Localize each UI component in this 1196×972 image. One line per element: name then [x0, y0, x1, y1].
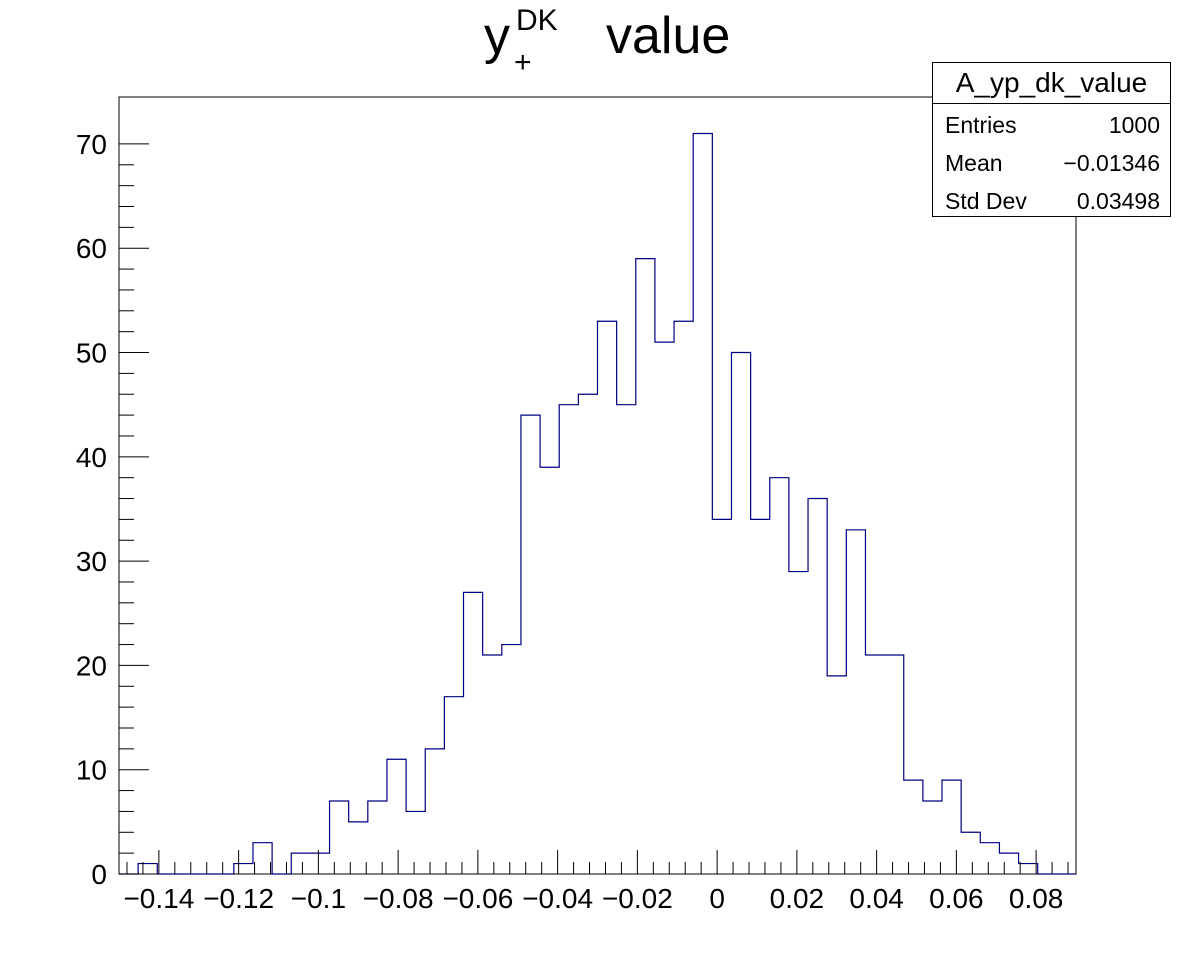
stats-box-title: A_yp_dk_value — [933, 63, 1170, 104]
x-tick-label: −0.04 — [522, 883, 593, 914]
stats-row-stddev: Std Dev 0.03498 — [933, 180, 1170, 218]
title-subscript: + — [514, 46, 532, 79]
stats-key: Entries — [945, 112, 1017, 138]
y-tick-label: 30 — [76, 546, 107, 577]
x-tick-label: 0.06 — [929, 883, 984, 914]
x-tick-label: −0.06 — [442, 883, 513, 914]
x-tick-label: 0.02 — [770, 883, 825, 914]
y-tick-label: 70 — [76, 129, 107, 160]
plot-frame — [118, 96, 1077, 875]
chart-title-text: y DK + value — [484, 4, 731, 79]
title-suffix: value — [606, 7, 731, 65]
x-tick-label: 0.08 — [1009, 883, 1064, 914]
y-tick-label: 0 — [91, 859, 107, 890]
y-tick-label: 10 — [76, 755, 107, 786]
x-tick-label: 0.04 — [849, 883, 904, 914]
stats-value: −0.01346 — [1063, 150, 1160, 176]
title-base: y — [484, 7, 510, 65]
x-tick-label: −0.1 — [291, 883, 346, 914]
stats-row-mean: Mean −0.01346 — [933, 142, 1170, 180]
stats-key: Std Dev — [945, 188, 1027, 214]
stats-value: 0.03498 — [1076, 188, 1160, 214]
histogram-line — [119, 132, 1076, 875]
title-superscript: DK — [516, 4, 558, 37]
x-tick-label: 0 — [709, 883, 725, 914]
x-tick-label: −0.14 — [123, 883, 194, 914]
stats-value: 1000 — [1108, 112, 1160, 138]
y-tick-label: 20 — [76, 650, 107, 681]
stats-row-entries: Entries 1000 — [933, 104, 1170, 142]
stats-key: Mean — [945, 150, 1003, 176]
y-tick-label: 50 — [76, 338, 107, 369]
x-tick-label: −0.12 — [203, 883, 274, 914]
chart-title: y DK + value — [0, 0, 1196, 90]
y-tick-label: 60 — [76, 233, 107, 264]
stats-box: A_yp_dk_value Entries 1000 Mean −0.01346… — [932, 62, 1171, 217]
x-tick-label: −0.08 — [363, 883, 434, 914]
x-tick-label: −0.02 — [602, 883, 673, 914]
y-tick-label: 40 — [76, 442, 107, 473]
